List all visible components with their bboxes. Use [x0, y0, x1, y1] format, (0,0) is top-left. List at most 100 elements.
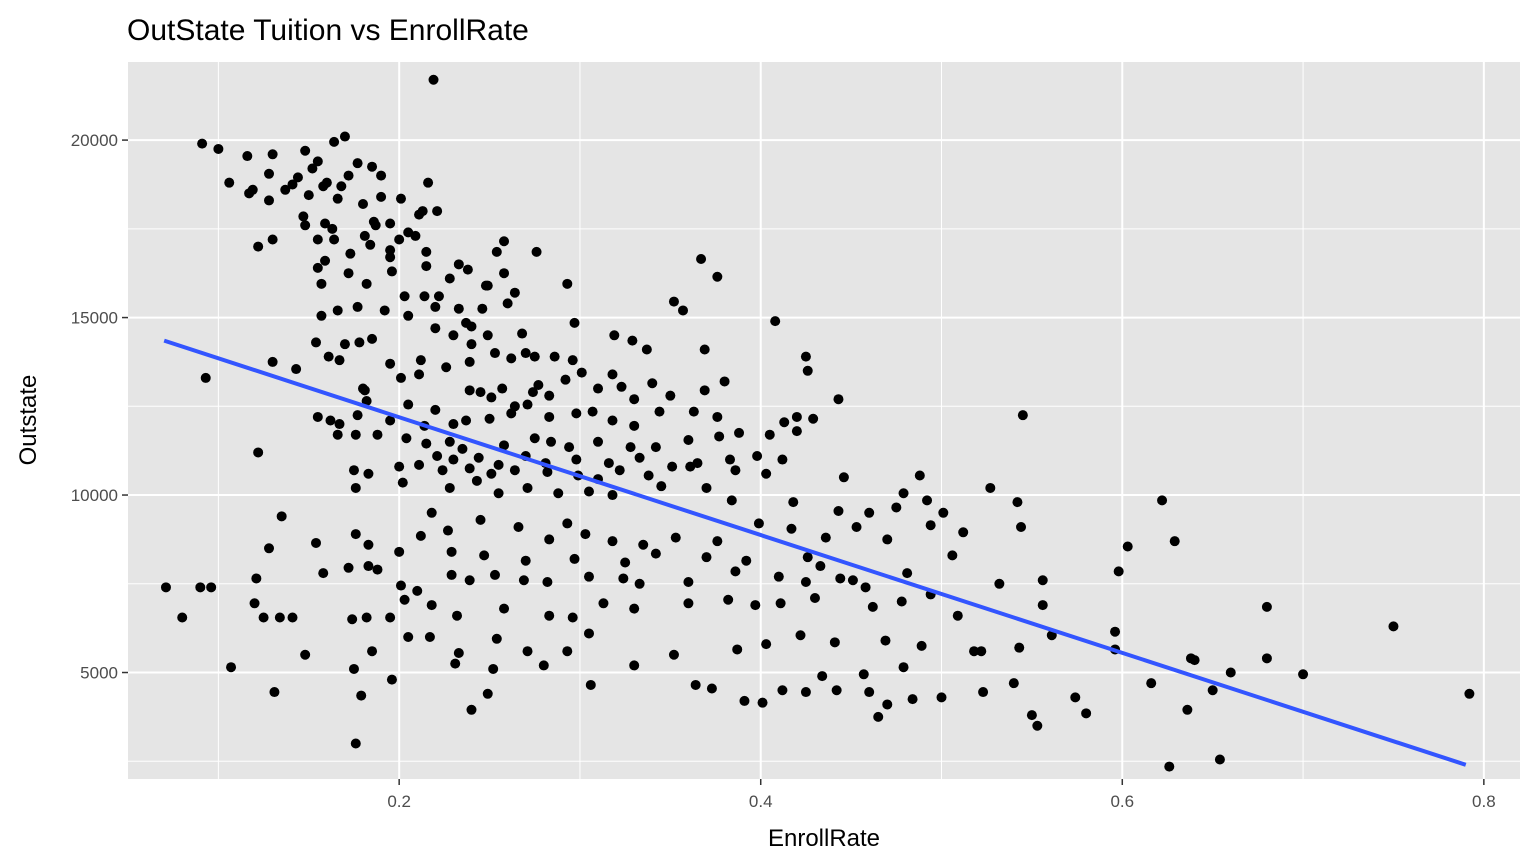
data-point [603, 458, 614, 469]
data-point [482, 688, 493, 699]
major-gridlines [128, 62, 1520, 779]
data-point [583, 571, 594, 582]
data-point [350, 482, 361, 493]
data-point [502, 298, 513, 309]
data-point [444, 436, 455, 447]
data-point [847, 575, 858, 586]
data-point [712, 271, 723, 282]
data-point [1207, 685, 1218, 696]
data-point [318, 181, 329, 192]
data-point [922, 495, 933, 506]
data-point [489, 569, 500, 580]
data-point [361, 395, 372, 406]
data-point [562, 646, 573, 657]
data-point [367, 161, 378, 172]
data-point [423, 177, 434, 188]
data-point [477, 303, 488, 314]
data-point [969, 646, 980, 657]
data-point [898, 662, 909, 673]
data-point [424, 632, 435, 643]
trend-line-group [163, 338, 1467, 767]
data-point [858, 669, 869, 680]
data-point [323, 351, 334, 362]
data-point [835, 573, 846, 584]
data-point [699, 385, 710, 396]
data-point [509, 465, 520, 476]
data-point [442, 525, 453, 536]
data-point [493, 459, 504, 470]
data-point [276, 511, 287, 522]
data-point [446, 546, 457, 557]
data-point [1014, 642, 1025, 653]
data-point [576, 367, 587, 378]
data-point [506, 353, 517, 364]
data-point [896, 596, 907, 607]
data-point [880, 635, 891, 646]
data-point [376, 191, 387, 202]
x-axis: 0.2 0.4 0.6 0.8 [387, 779, 1496, 811]
data-point [690, 679, 701, 690]
data-point [403, 399, 414, 410]
data-point [412, 585, 423, 596]
data-point [714, 431, 725, 442]
x-axis-title: EnrollRate [768, 825, 880, 852]
data-point [421, 438, 432, 449]
data-point [1026, 710, 1037, 721]
data-point [529, 351, 540, 362]
data-point [593, 383, 604, 394]
data-point [358, 383, 369, 394]
data-point [300, 649, 311, 660]
data-point [401, 433, 412, 444]
data-point [385, 415, 396, 426]
data-point [441, 362, 452, 373]
data-point [356, 690, 367, 701]
data-point [677, 305, 688, 316]
data-point [197, 138, 208, 149]
data-point [544, 610, 555, 621]
data-point [343, 268, 354, 279]
data-point [583, 628, 594, 639]
data-point [486, 468, 497, 479]
data-point [334, 419, 345, 430]
data-point [264, 543, 275, 554]
data-point [394, 234, 405, 245]
data-point [925, 520, 936, 531]
data-point [629, 660, 640, 671]
data-point [916, 640, 927, 651]
data-point [358, 198, 369, 209]
data-point [730, 566, 741, 577]
data-point [542, 577, 553, 588]
data-point [1298, 669, 1309, 680]
data-point [195, 582, 206, 593]
data-point [312, 411, 323, 422]
y-tick-label: 20000 [71, 131, 118, 150]
data-point [466, 339, 477, 350]
data-point [421, 246, 432, 257]
data-point [978, 687, 989, 698]
data-point [348, 465, 359, 476]
data-point [403, 632, 414, 643]
data-point [773, 571, 784, 582]
data-point [352, 410, 363, 421]
data-point [361, 278, 372, 289]
data-point [571, 454, 582, 465]
data-point [482, 330, 493, 341]
data-point [800, 687, 811, 698]
data-point [627, 335, 638, 346]
data-point [629, 420, 640, 431]
data-point [706, 683, 717, 694]
data-point [1157, 495, 1168, 506]
data-point [354, 337, 365, 348]
data-point [634, 452, 645, 463]
x-tick-label: 0.2 [387, 792, 411, 811]
data-point [598, 598, 609, 609]
data-point [367, 333, 378, 344]
data-point [280, 184, 291, 195]
x-tick-label: 0.4 [749, 792, 773, 811]
data-point [522, 482, 533, 493]
data-point [491, 633, 502, 644]
data-point [499, 236, 510, 247]
data-point [779, 417, 790, 428]
data-point [583, 486, 594, 497]
data-point [386, 266, 397, 277]
